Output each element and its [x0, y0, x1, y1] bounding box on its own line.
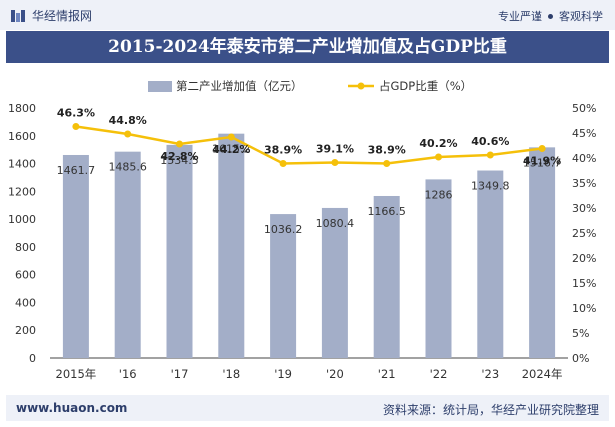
line-marker: [227, 133, 235, 141]
x-tick-label: '16: [119, 367, 137, 381]
legend-bar-swatch: [148, 81, 172, 92]
bar-value-label: 1036.2: [264, 223, 303, 236]
line-marker: [435, 153, 442, 161]
chart: 第二产业增加值（亿元） 占GDP比重（%） 0 200 400 600 800 1000 120…: [8, 79, 596, 381]
top-bar: 华经情报网 专业严谨 客观科学: [0, 0, 615, 30]
legend-line-marker: [357, 82, 365, 90]
y-left-tick-label: 600: [15, 269, 36, 282]
y-right-tick-label: 35%: [572, 177, 596, 190]
bar: [425, 179, 452, 358]
bar-value-label: 1166.5: [367, 205, 406, 218]
y-left-tick-label: 1400: [8, 158, 36, 171]
separator-dot-icon: [548, 13, 553, 19]
line-value-label: 44.2%: [212, 143, 250, 156]
y-right-tick-label: 0%: [572, 352, 589, 365]
brand-logo-icon: [11, 9, 25, 22]
y-right-tick-label: 50%: [572, 102, 596, 115]
footer: www.huaon.com 资料来源：统计局，华经产业研究院整理: [6, 395, 609, 421]
brand[interactable]: 华经情报网: [10, 7, 92, 24]
bar-value-label: 1534.5: [160, 154, 199, 167]
line-marker: [72, 123, 80, 130]
y-right-tick-label: 10%: [572, 302, 596, 315]
bar: [62, 154, 89, 358]
y-left-tick-label: 1000: [8, 213, 36, 226]
line-marker: [279, 160, 287, 167]
bar: [218, 133, 245, 358]
bar: [529, 147, 556, 358]
x-tick-label: '17: [171, 367, 189, 381]
x-tick-label: '18: [222, 367, 240, 381]
y-right-tick-label: 15%: [572, 277, 596, 290]
line-value-label: 41.9%: [523, 155, 561, 168]
y-left-tick-label: 1800: [8, 102, 36, 115]
bar-value-label: 1485.6: [108, 161, 147, 174]
y-right-tick-label: 20%: [572, 252, 596, 265]
line-value-label: 38.9%: [368, 144, 406, 157]
line-value-label: 39.1%: [316, 143, 354, 156]
bar-value-label: 1349.8: [471, 180, 510, 193]
title-bar: 2015-2024年泰安市第二产业增加值及占GDP比重: [6, 31, 609, 63]
line-marker: [176, 140, 183, 148]
line-marker: [486, 151, 494, 159]
legend-bar-label: 第二产业增加值（亿元）: [176, 79, 303, 93]
line-value-label: 38.9%: [264, 144, 302, 157]
y-left-tick-label: 0: [29, 352, 36, 365]
tagline: 专业严谨 客观科学: [498, 8, 603, 24]
y-left-tick-label: 1600: [8, 130, 36, 143]
bar: [477, 170, 504, 358]
bar-value-label: 1461.7: [57, 164, 96, 177]
line-marker: [124, 130, 132, 138]
y-left-tick-label: 200: [15, 324, 36, 337]
line-value-label: 40.2%: [419, 137, 457, 150]
y-right-tick-label: 5%: [572, 327, 589, 340]
y-right-tick-label: 30%: [572, 202, 596, 215]
bar: [114, 151, 141, 358]
x-tick-label: '19: [274, 367, 292, 381]
bar: [270, 214, 297, 358]
y-right-tick-label: 25%: [572, 227, 596, 240]
line-marker: [331, 159, 339, 166]
x-tick-label: '22: [430, 367, 448, 381]
line-value-label: 42.8%: [160, 150, 198, 163]
bar: [373, 195, 400, 358]
x-tick-label: '23: [481, 367, 499, 381]
bar: [166, 144, 193, 358]
line-value-label: 46.3%: [57, 107, 95, 120]
y-left-tick-label: 800: [15, 241, 36, 254]
share-line: [75, 125, 543, 165]
line-value-label: 40.6%: [471, 135, 509, 148]
footer-source: 资料来源：统计局，华经产业研究院整理: [382, 403, 599, 417]
y-right-tick-label: 45%: [572, 127, 596, 140]
bar: [321, 207, 348, 358]
y-left-tick-label: 400: [15, 296, 36, 309]
line-marker: [538, 145, 546, 152]
x-tick-label: 2024年: [522, 367, 563, 381]
bar-value-label: 1080.4: [316, 217, 355, 230]
chart-title: 2015-2024年泰安市第二产业增加值及占GDP比重: [108, 37, 507, 57]
bar-value-label: 1615.2: [212, 143, 251, 156]
bar-value-label: 1286: [425, 188, 453, 201]
bar-value-label: 1516.7: [523, 156, 562, 169]
x-tick-label: '21: [378, 367, 396, 381]
y-left-tick-label: 1200: [8, 185, 36, 198]
brand-name: 华经情报网: [32, 9, 93, 23]
tagline-right: 客观科学: [559, 10, 603, 23]
y-right-tick-label: 40%: [572, 152, 596, 165]
footer-url[interactable]: www.huaon.com: [16, 401, 128, 415]
line-marker: [383, 160, 391, 167]
line-value-label: 44.8%: [109, 114, 147, 127]
x-tick-label: 2015年: [56, 367, 97, 381]
x-tick-label: '20: [326, 367, 344, 381]
legend-line-label: 占GDP比重（%）: [379, 79, 472, 93]
tagline-left: 专业严谨: [498, 10, 542, 23]
